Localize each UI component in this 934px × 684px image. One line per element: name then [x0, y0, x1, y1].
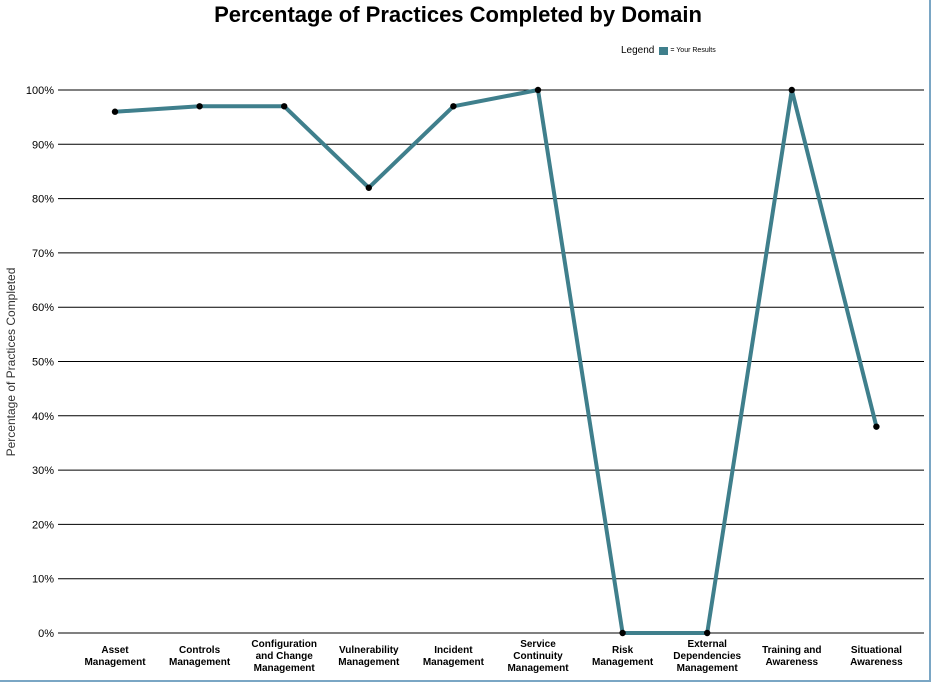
x-tick-label: Vulnerability Management [338, 645, 400, 668]
y-tick-label: 60% [32, 302, 54, 314]
legend-swatch [659, 46, 669, 55]
series-line [114, 87, 879, 635]
data-point [704, 629, 711, 637]
y-tick-label: 0% [38, 628, 54, 640]
y-tick-label: 80% [32, 194, 54, 206]
data-point [196, 103, 203, 110]
y-tick-label: 40% [32, 411, 54, 423]
y-tick-label: 100% [26, 85, 54, 97]
data-point [111, 108, 119, 115]
x-tick-label: Controls Management [169, 645, 231, 668]
data-point [534, 86, 542, 94]
data-point [788, 86, 795, 94]
data-point [450, 103, 457, 110]
y-tick-label: 90% [32, 139, 54, 151]
data-point [365, 184, 372, 191]
chart-title: Percentage of Practices Completed by Dom… [214, 2, 702, 27]
x-tick-label: Situational Awareness [850, 645, 903, 668]
y-tick-label: 70% [32, 248, 54, 260]
y-tick-label: 50% [32, 357, 54, 369]
x-tick-label: Asset Management [84, 645, 146, 668]
y-tick-label: 10% [32, 574, 54, 586]
legend-title: Legend [621, 45, 655, 56]
y-tick-label: 30% [32, 465, 54, 477]
x-tick-label: Risk Management [592, 645, 654, 668]
x-tick-label: External Dependencies Management [673, 639, 741, 674]
legend-entry: = Your Results [670, 47, 716, 54]
data-point [281, 103, 288, 110]
x-tick-label: Service Continuity Management [507, 639, 569, 674]
x-tick-label: Configuration and Change Management [251, 639, 317, 674]
data-point [619, 629, 626, 637]
y-tick-label: 20% [32, 519, 54, 531]
x-tick-label: Training and Awareness [762, 645, 821, 668]
x-tick-label: Incident Management [423, 645, 485, 668]
data-point [873, 423, 880, 430]
legend: Legend = Your Results [621, 45, 716, 56]
